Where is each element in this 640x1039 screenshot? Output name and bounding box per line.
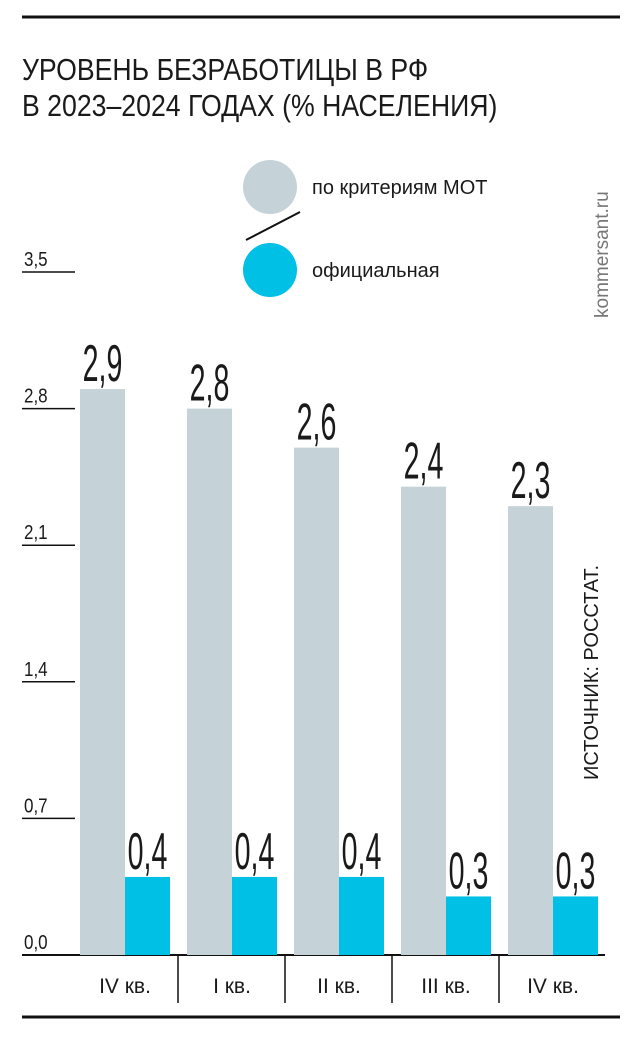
y-tick-label-group: 2,8 <box>24 384 48 407</box>
legend-swatch <box>243 243 297 297</box>
value-label-group: 0,3 <box>449 841 489 899</box>
y-tick-label-group: 0,0 <box>24 931 48 954</box>
value-label: 2,9 <box>83 334 123 392</box>
value-label-group: 2,6 <box>297 393 337 451</box>
value-label: 2,3 <box>511 451 551 509</box>
value-label: 0,4 <box>235 822 275 880</box>
value-label: 2,8 <box>190 354 230 412</box>
source: ИСТОЧНИК: РОССТАТ. <box>581 565 603 780</box>
value-label-group: 2,9 <box>83 334 123 392</box>
y-tick-label: 0,0 <box>24 931 48 954</box>
x-tick-label: I кв. <box>213 975 251 998</box>
y-tick-label-group: 1,4 <box>24 657 48 680</box>
y-tick-label: 2,8 <box>24 384 48 407</box>
bar <box>232 876 277 955</box>
bar <box>553 896 598 955</box>
value-label: 0,4 <box>342 822 382 880</box>
value-label: 0,3 <box>556 841 596 899</box>
value-label-group: 2,3 <box>511 451 551 509</box>
legend-divider <box>245 211 301 241</box>
bar <box>339 876 384 955</box>
x-tick-label: III кв. <box>421 975 471 998</box>
chart-title: В 2023–2024 ГОДАХ (% НАСЕЛЕНИЯ) <box>22 89 497 123</box>
y-tick-label-group: 3,5 <box>24 248 48 271</box>
x-tick-label: IV кв. <box>99 975 151 998</box>
bar <box>80 389 125 956</box>
legend-label: по критериям МОТ <box>312 177 487 199</box>
bar <box>294 447 339 955</box>
legend-swatch <box>243 160 297 214</box>
value-label: 2,4 <box>404 432 444 490</box>
value-label: 2,6 <box>297 393 337 451</box>
value-label-group: 0,3 <box>556 841 596 899</box>
x-tick-label: II кв. <box>317 975 361 998</box>
bar <box>401 486 446 955</box>
bar <box>187 408 232 956</box>
value-label-group: 0,4 <box>235 822 275 880</box>
y-tick-label-group: 2,1 <box>24 521 48 544</box>
y-tick-label: 3,5 <box>24 248 48 271</box>
value-label-group: 0,4 <box>342 822 382 880</box>
y-tick-label: 0,7 <box>24 794 48 817</box>
x-tick-label: IV кв. <box>527 975 579 998</box>
legend-label: официальная <box>312 260 440 282</box>
y-tick-label: 2,1 <box>24 521 48 544</box>
bar <box>508 506 553 955</box>
bar <box>125 876 170 955</box>
chart-title: УРОВЕНЬ БЕЗРАБОТИЦЫ В РФ <box>22 53 428 87</box>
credit: kommersant.ru <box>592 191 613 318</box>
y-tick-label-group: 0,7 <box>24 794 48 817</box>
value-label: 0,4 <box>128 822 168 880</box>
value-label-group: 2,4 <box>404 432 444 490</box>
value-label-group: 2,8 <box>190 354 230 412</box>
value-label-group: 0,4 <box>128 822 168 880</box>
bar <box>446 896 491 955</box>
value-label: 0,3 <box>449 841 489 899</box>
y-tick-label: 1,4 <box>24 657 48 680</box>
